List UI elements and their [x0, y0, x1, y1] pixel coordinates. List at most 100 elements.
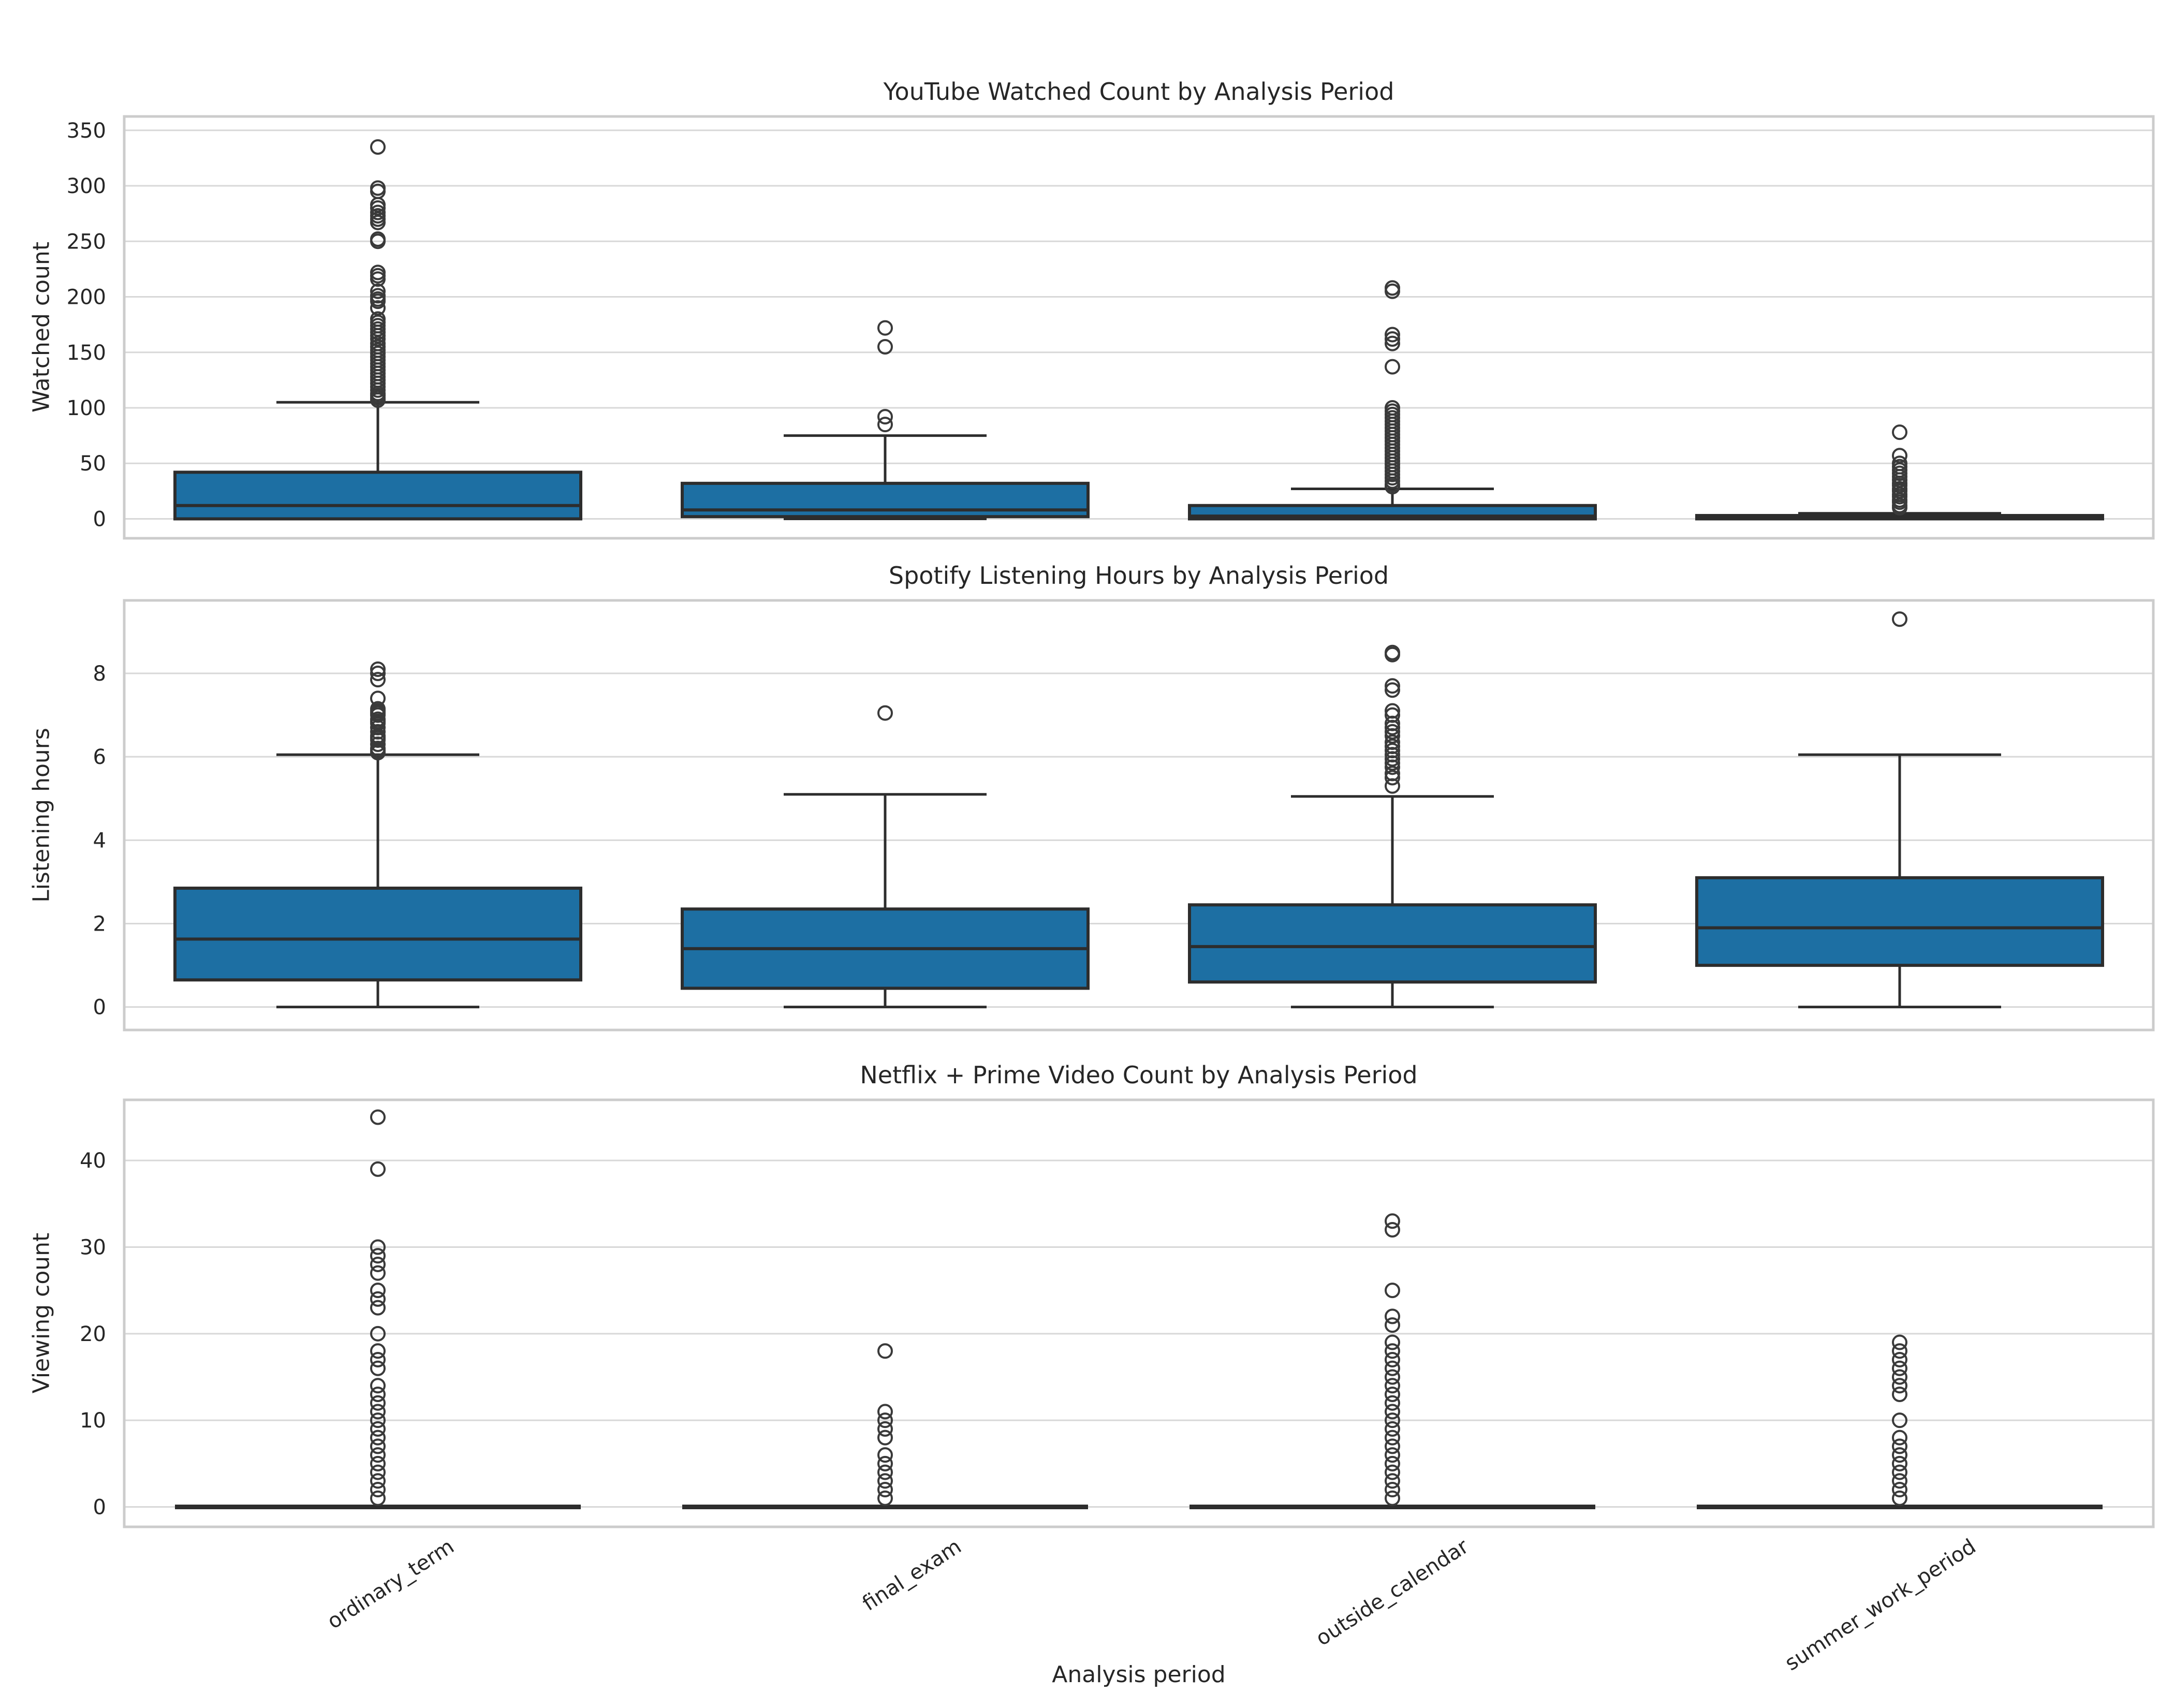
- outlier-point: [370, 1438, 386, 1454]
- outlier-point: [370, 1464, 386, 1480]
- outlier-point: [370, 1404, 386, 1420]
- outlier-point: [1892, 1430, 1907, 1446]
- outlier-point: [1892, 1352, 1907, 1368]
- outlier-point: [370, 1421, 386, 1437]
- outlier-point: [877, 1404, 893, 1420]
- box-group-ordinary_term: [173, 661, 582, 1009]
- outlier-point: [1385, 1430, 1400, 1446]
- outlier-point: [1385, 751, 1400, 767]
- outlier-point: [1385, 1378, 1400, 1394]
- y-tick-label: 150: [67, 341, 106, 365]
- outlier-point: [370, 1161, 386, 1177]
- outlier-point: [1892, 1447, 1907, 1463]
- outlier-point: [1892, 611, 1907, 627]
- outlier-point: [877, 1482, 893, 1498]
- box-group-ordinary_term: [175, 1109, 581, 1510]
- y-tick-label: 40: [80, 1149, 106, 1173]
- outlier-point: [1892, 1438, 1907, 1454]
- outlier-point: [1385, 1404, 1400, 1420]
- outlier-point: [1892, 1343, 1907, 1359]
- outlier-point: [1385, 728, 1400, 744]
- outlier-point: [1385, 719, 1400, 735]
- outlier-point: [370, 1378, 386, 1394]
- outlier-point: [1385, 1352, 1400, 1368]
- outlier-point: [370, 1395, 386, 1411]
- outlier-point: [370, 271, 386, 287]
- y-tick-label: 0: [93, 996, 106, 1020]
- outlier-point: [1385, 1412, 1400, 1429]
- outlier-point: [1892, 1464, 1907, 1480]
- y-tick-label: 8: [93, 662, 106, 686]
- outlier-point: [370, 1430, 386, 1446]
- outlier-point: [1385, 1334, 1400, 1350]
- outlier-point: [1892, 1482, 1907, 1498]
- iqr-box: [173, 470, 582, 521]
- axes-spines: [123, 1098, 2155, 1528]
- outlier-point: [877, 1412, 893, 1429]
- outlier-point: [370, 392, 386, 408]
- outlier-point: [1385, 331, 1400, 347]
- outlier-point: [370, 293, 386, 310]
- outlier-point: [1385, 759, 1400, 775]
- outlier-point: [1892, 1386, 1907, 1402]
- x-tick-label-outside_calendar: outside_calendar: [1312, 1535, 1473, 1651]
- y-tick-label: 300: [67, 174, 106, 198]
- outlier-point: [1385, 1464, 1400, 1480]
- y-tick-label: 6: [93, 745, 106, 769]
- axes-spines: [123, 599, 2155, 1032]
- outlier-point: [1385, 1438, 1400, 1454]
- box-group-summer_work_period: [1695, 424, 2104, 521]
- outlier-point: [1385, 1369, 1400, 1385]
- outlier-point: [370, 1291, 386, 1307]
- box-group-summer_work_period: [1695, 611, 2104, 1009]
- outlier-point: [877, 1447, 893, 1463]
- outlier-point: [877, 417, 893, 433]
- outlier-point: [370, 737, 386, 753]
- outlier-point: [877, 1455, 893, 1471]
- outlier-point: [1385, 755, 1400, 771]
- box-group-outside_calendar: [1188, 644, 1597, 1009]
- box-group-final_exam: [681, 705, 1090, 1009]
- outlier-point: [1385, 1283, 1400, 1299]
- outlier-point: [370, 1447, 386, 1463]
- outlier-point: [877, 1430, 893, 1446]
- outlier-point: [1385, 359, 1400, 375]
- outlier-point: [1385, 1395, 1400, 1411]
- outlier-point: [370, 1343, 386, 1359]
- outlier-point: [1385, 1222, 1400, 1238]
- y-tick-label: 350: [67, 119, 106, 143]
- outlier-point: [1385, 1343, 1400, 1359]
- box-group-outside_calendar: [1188, 280, 1597, 521]
- y-tick-label: 200: [67, 286, 106, 310]
- outlier-point: [1385, 770, 1400, 786]
- outlier-point: [1892, 1360, 1907, 1376]
- outlier-point: [370, 666, 386, 682]
- outlier-point: [370, 1352, 386, 1368]
- outlier-point: [1892, 424, 1907, 440]
- outlier-point: [370, 1248, 386, 1264]
- outlier-point: [1385, 335, 1400, 351]
- y-tick-label: 4: [93, 829, 106, 852]
- x-tick-label-final_exam: final_exam: [858, 1535, 965, 1616]
- outlier-point: [1892, 1473, 1907, 1489]
- outlier-point: [1385, 1360, 1400, 1376]
- outlier-point: [370, 1300, 386, 1316]
- outlier-point: [1385, 646, 1400, 662]
- y-tick-label: 100: [67, 396, 106, 420]
- axes-spines: [123, 115, 2155, 540]
- y-tick-label: 0: [93, 507, 106, 531]
- subplot-1: 0 50 100 150 200 250 300 350: [67, 115, 2155, 540]
- outlier-point: [370, 1256, 386, 1272]
- outlier-point: [877, 1490, 893, 1506]
- outlier-point: [370, 283, 386, 299]
- box-group-final_exam: [682, 1343, 1088, 1510]
- y-tick-label: 30: [80, 1235, 106, 1259]
- outlier-point: [1385, 1386, 1400, 1402]
- iqr-box: [1695, 876, 2104, 967]
- outlier-point: [370, 1473, 386, 1489]
- x-tick-label-summer_work_period: summer_work_period: [1781, 1535, 1980, 1675]
- outlier-point: [1892, 1334, 1907, 1350]
- subplot-3: 0 10 20 30 40 ordinary_term final_exam outside_…: [80, 1098, 2155, 1675]
